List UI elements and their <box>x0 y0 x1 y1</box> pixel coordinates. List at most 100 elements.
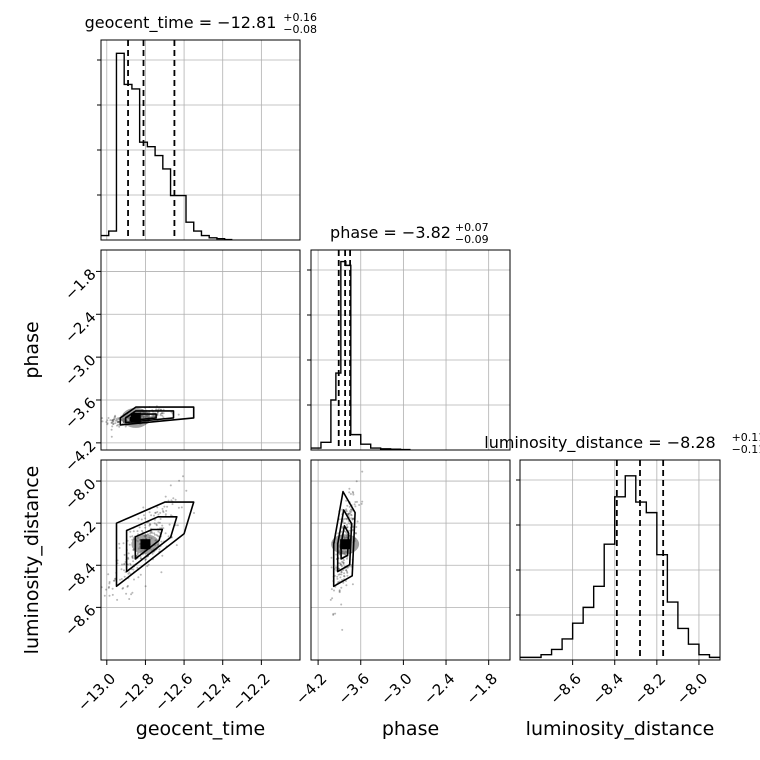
scatter-geocent_time-vs-luminosity_distance-point <box>131 535 134 538</box>
scatter-geocent_time-vs-phase-point <box>117 421 119 424</box>
scatter-geocent_time-vs-luminosity_distance-point <box>158 521 161 524</box>
scatter-phase-vs-luminosity_distance-point <box>345 517 347 520</box>
scatter-geocent_time-vs-luminosity_distance-point <box>126 584 129 587</box>
scatter-geocent_time-vs-luminosity_distance-point <box>111 593 114 596</box>
scatter-geocent_time-vs-luminosity_distance-point <box>161 524 164 527</box>
scatter-phase-vs-luminosity_distance-point <box>347 514 350 517</box>
scatter-geocent_time-vs-luminosity_distance-point <box>120 578 123 580</box>
scatter-geocent_time-vs-luminosity_distance-point <box>150 514 153 517</box>
scatter-geocent_time-vs-luminosity_distance-point <box>160 571 163 574</box>
scatter-geocent_time-vs-phase-point <box>112 422 115 425</box>
title-geocent_time: geocent_time = −12.81 +0.16−0.08 <box>85 11 317 36</box>
scatter-phase-vs-luminosity_distance-point <box>350 508 353 511</box>
scatter-phase-vs-luminosity_distance-point <box>347 522 350 525</box>
scatter-geocent_time-vs-phase-point <box>114 414 117 417</box>
ytick-label-phase: −2.4 <box>61 308 99 346</box>
scatter-geocent_time-vs-luminosity_distance-point <box>162 511 165 514</box>
scatter-phase-vs-luminosity_distance-point <box>346 574 349 577</box>
scatter-geocent_time-vs-luminosity_distance-point <box>156 511 159 513</box>
scatter-phase-vs-luminosity_distance-point <box>361 500 364 503</box>
contour-layer <box>115 406 356 588</box>
scatter-geocent_time-vs-luminosity_distance-point <box>149 523 152 526</box>
scatter-geocent_time-vs-phase-point <box>156 413 159 416</box>
scatter-phase-vs-luminosity_distance-point <box>351 490 354 493</box>
scatter-geocent_time-vs-luminosity_distance-point <box>120 568 123 571</box>
scatter-phase-vs-luminosity_distance-point <box>336 577 339 580</box>
scatter-geocent_time-vs-luminosity_distance-point <box>162 510 164 512</box>
scatter-geocent_time-vs-luminosity_distance-point <box>125 592 128 595</box>
xtick-label-phase: −3.6 <box>335 670 373 708</box>
scatter-geocent_time-vs-luminosity_distance-point <box>108 594 111 597</box>
scatter-phase-vs-luminosity_distance-point <box>341 560 344 563</box>
scatter-phase-vs-luminosity_distance-point <box>361 470 364 473</box>
scatter-geocent_time-vs-luminosity_distance-point <box>163 505 166 508</box>
scatter-geocent_time-vs-luminosity_distance-point <box>154 511 157 514</box>
scatter-phase-vs-luminosity_distance-point <box>348 505 351 508</box>
scatter-geocent_time-vs-luminosity_distance-point <box>155 534 158 536</box>
scatter-geocent_time-vs-luminosity_distance-point <box>127 552 130 555</box>
scatter-geocent_time-vs-luminosity_distance-point <box>169 484 172 487</box>
scatter-geocent_time-vs-luminosity_distance-point <box>136 553 139 556</box>
title-luminosity_distance-main: luminosity_distance = −8.28 <box>484 433 715 453</box>
scatter-phase-vs-luminosity_distance-point <box>351 518 354 521</box>
scatter-phase-vs-luminosity_distance-point <box>347 512 350 515</box>
scatter-geocent_time-vs-luminosity_distance-point <box>161 554 164 557</box>
title-geocent_time-minus: −0.08 <box>283 23 317 36</box>
scatter-geocent_time-vs-luminosity_distance-point <box>172 497 175 500</box>
scatter-geocent_time-vs-luminosity_distance-point <box>178 479 181 482</box>
scatter-geocent_time-vs-luminosity_distance-point <box>123 569 125 572</box>
scatter-geocent_time-vs-phase-point <box>112 419 114 422</box>
scatter-geocent_time-vs-luminosity_distance-point <box>127 572 130 575</box>
scatter-geocent_time-vs-luminosity_distance-point <box>167 499 170 502</box>
scatter-geocent_time-vs-luminosity_distance-point <box>145 558 148 561</box>
scatter-geocent_time-vs-phase-point <box>105 421 108 423</box>
scatter-phase-vs-luminosity_distance-point <box>329 598 332 601</box>
scatter-geocent_time-vs-phase-point <box>155 408 158 411</box>
scatter-geocent_time-vs-phase-point <box>152 415 155 417</box>
scatter-geocent_time-vs-phase-point <box>110 421 113 424</box>
scatter-geocent_time-vs-phase-point <box>112 423 115 426</box>
scatter-phase-vs-luminosity_distance-point <box>337 573 340 576</box>
scatter-phase-vs-luminosity_distance-contour-1 <box>336 509 353 573</box>
scatter-phase-vs-luminosity_distance-point <box>348 491 351 494</box>
scatter-geocent_time-vs-luminosity_distance-point <box>156 506 159 509</box>
scatter-geocent_time-vs-luminosity_distance-point <box>139 573 142 576</box>
scatter-geocent_time-vs-luminosity_distance-point <box>122 587 125 589</box>
scatter-geocent_time-vs-luminosity_distance-point <box>144 517 147 520</box>
ytick-label-luminosity_distance: −8.2 <box>61 517 99 555</box>
xtick-label-geocent_time: −12.6 <box>151 670 196 715</box>
scatter-phase-vs-luminosity_distance-point <box>347 566 349 569</box>
scatter-geocent_time-vs-luminosity_distance-point <box>166 505 169 508</box>
scatter-geocent_time-vs-phase-contour-1 <box>124 410 175 424</box>
scatter-geocent_time-vs-phase-point <box>106 422 109 425</box>
scatter-geocent_time-vs-luminosity_distance-point <box>177 506 180 509</box>
scatter-geocent_time-vs-luminosity_distance-point <box>107 586 110 589</box>
scatter-geocent_time-vs-phase-point <box>109 419 112 422</box>
scatter-phase-vs-luminosity_distance-point <box>354 505 357 508</box>
xlabel-phase: phase <box>382 718 439 740</box>
scatter-geocent_time-vs-phase-point <box>106 423 109 426</box>
scatter-phase-vs-luminosity_distance-point <box>350 517 353 520</box>
scatter-phase-vs-luminosity_distance-point <box>340 571 343 573</box>
title-luminosity_distance: luminosity_distance = −8.28 +0.11−0.11 <box>484 431 760 456</box>
scatter-phase-vs-luminosity_distance-point <box>344 522 347 525</box>
scatter-geocent_time-vs-luminosity_distance-point <box>129 563 132 566</box>
ylabel-phase: phase <box>21 321 43 378</box>
scatter-phase-vs-luminosity_distance-point <box>343 522 346 525</box>
hist-geocent_time-frame <box>100 39 301 241</box>
scatter-geocent_time-vs-phase-point <box>124 425 127 428</box>
title-geocent_time-plus: +0.16 <box>283 11 317 24</box>
scatter-phase-vs-luminosity_distance-point <box>340 530 343 533</box>
scatter-geocent_time-vs-luminosity_distance-point <box>123 563 126 565</box>
scatter-phase-vs-luminosity_distance-point <box>339 563 342 566</box>
scatter-phase-vs-luminosity_distance-point <box>344 530 347 533</box>
scatter-geocent_time-vs-luminosity_distance-point <box>123 575 126 578</box>
scatter-geocent_time-vs-phase-point <box>116 417 119 420</box>
scatter-geocent_time-vs-luminosity_distance-point <box>136 530 139 533</box>
scatter-geocent_time-vs-phase-point <box>110 435 113 438</box>
scatter-geocent_time-vs-luminosity_distance-point <box>175 544 178 547</box>
scatter-phase-vs-luminosity_distance-point <box>346 570 348 573</box>
hist-luminosity_distance-frame <box>519 459 721 661</box>
scatter-geocent_time-vs-luminosity_distance-point <box>132 568 135 571</box>
scatter-geocent_time-vs-luminosity_distance-point <box>139 557 142 560</box>
